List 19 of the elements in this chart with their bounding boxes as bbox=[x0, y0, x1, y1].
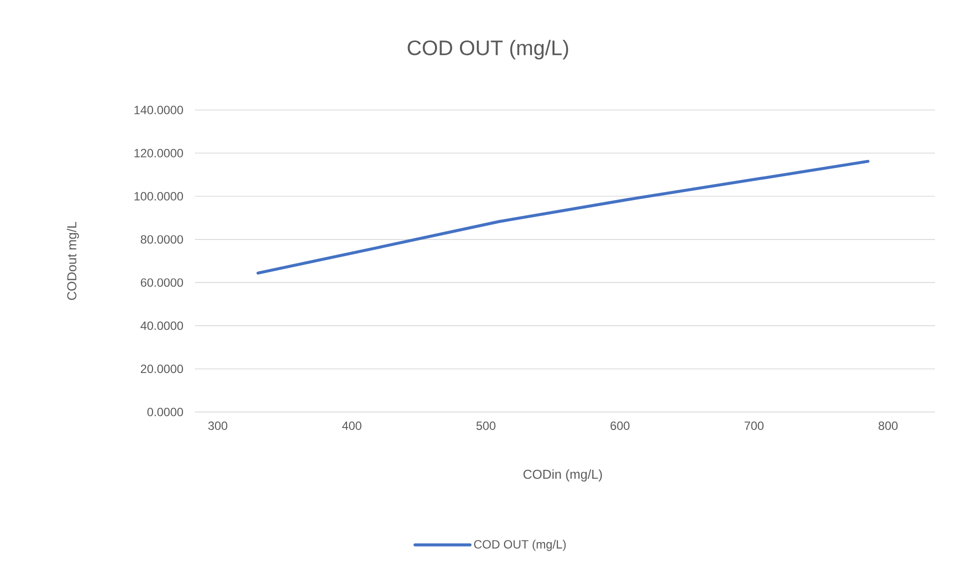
x-tick-label: 500 bbox=[476, 422, 496, 430]
x-tick-label: 800 bbox=[878, 422, 898, 430]
x-tick-label: 700 bbox=[744, 422, 764, 430]
y-tick-label: 140.0000 bbox=[134, 106, 184, 114]
y-tick-label: 20.0000 bbox=[140, 364, 184, 374]
line-series bbox=[256, 160, 870, 275]
y-tick-label: 0.0000 bbox=[147, 408, 184, 416]
x-tick-label: 600 bbox=[610, 422, 630, 430]
y-tick-label: 120.0000 bbox=[134, 148, 184, 158]
y-tick-label: 100.0000 bbox=[134, 192, 184, 201]
x-tick-label: 300 bbox=[208, 422, 228, 430]
x-axis-title: CODin (mg/L) bbox=[524, 469, 602, 482]
chart-title: COD OUT (mg/L) bbox=[408, 40, 568, 60]
y-tick-label: 60.0000 bbox=[140, 278, 184, 287]
y-tick-label: 80.0000 bbox=[140, 235, 184, 244]
y-axis-title: CODout mg/L bbox=[66, 222, 79, 300]
y-tick-label: 40.0000 bbox=[140, 321, 184, 330]
legend-label: COD OUT (mg/L) bbox=[474, 540, 566, 551]
x-tick-label: 400 bbox=[342, 422, 362, 430]
